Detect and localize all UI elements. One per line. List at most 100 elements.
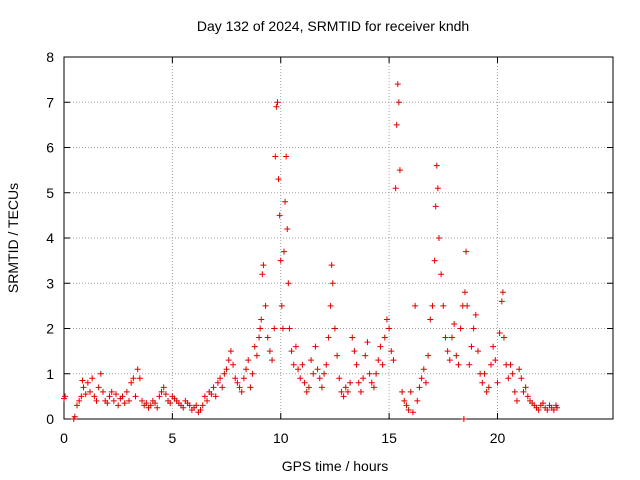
data-point xyxy=(399,388,406,395)
data-point xyxy=(550,406,557,413)
data-point xyxy=(260,262,267,269)
data-point xyxy=(295,366,302,373)
data-point xyxy=(186,402,193,409)
data-point xyxy=(422,379,429,386)
data-point xyxy=(314,366,321,373)
data-point xyxy=(247,384,254,391)
data-point xyxy=(554,404,561,411)
data-point xyxy=(370,384,377,391)
y-tick-label: 0 xyxy=(46,411,54,427)
data-point xyxy=(115,402,122,409)
data-point xyxy=(257,325,264,332)
data-point xyxy=(286,325,293,332)
data-point xyxy=(240,375,247,382)
data-point xyxy=(524,393,531,400)
data-point xyxy=(511,388,518,395)
data-point xyxy=(84,379,91,386)
data-point xyxy=(91,393,98,400)
data-point xyxy=(507,361,514,368)
data-point xyxy=(464,302,471,309)
data-point xyxy=(451,320,458,327)
data-point xyxy=(329,280,336,287)
data-point xyxy=(180,404,187,411)
data-point xyxy=(425,352,432,359)
data-point xyxy=(134,366,141,373)
data-point xyxy=(74,402,81,409)
data-point xyxy=(349,334,356,341)
data-point xyxy=(227,348,234,355)
data-point xyxy=(327,302,334,309)
data-point xyxy=(338,388,345,395)
data-point xyxy=(490,343,497,350)
data-point xyxy=(274,99,281,106)
data-point xyxy=(130,375,137,382)
data-point xyxy=(143,400,150,407)
data-point xyxy=(360,375,367,382)
data-point xyxy=(353,361,360,368)
plot-frame-group xyxy=(63,56,614,420)
data-point xyxy=(416,384,423,391)
data-point xyxy=(381,334,388,341)
data-point xyxy=(474,348,481,355)
data-point xyxy=(158,388,165,395)
data-point xyxy=(108,388,115,395)
data-point xyxy=(364,339,371,346)
data-point xyxy=(193,402,200,409)
data-point xyxy=(154,404,161,411)
data-point xyxy=(463,248,470,255)
data-point xyxy=(494,379,501,386)
data-point xyxy=(82,391,89,398)
data-point xyxy=(199,402,206,409)
data-point xyxy=(204,397,211,404)
data-point xyxy=(272,153,279,160)
data-point xyxy=(310,370,317,377)
data-point xyxy=(479,379,486,386)
data-point xyxy=(100,388,107,395)
x-tick-label: 5 xyxy=(168,430,176,446)
grid-layer xyxy=(64,57,613,419)
data-point xyxy=(440,302,447,309)
data-point xyxy=(499,289,506,296)
y-axis-label: SRMTID / TECUs xyxy=(5,183,21,293)
data-point xyxy=(481,370,488,377)
plot-frame xyxy=(63,56,614,420)
x-axis-label: GPS time / hours xyxy=(282,458,389,474)
data-point xyxy=(78,393,85,400)
data-point xyxy=(299,361,306,368)
data-point xyxy=(383,316,390,323)
data-point xyxy=(259,271,266,278)
data-point xyxy=(147,402,154,409)
x-tick-label: 20 xyxy=(490,430,506,446)
data-point xyxy=(273,103,280,110)
data-point xyxy=(405,406,412,413)
data-point xyxy=(121,400,128,407)
data-point xyxy=(444,348,451,355)
data-point xyxy=(80,384,87,391)
data-point xyxy=(344,388,351,395)
data-point xyxy=(418,375,425,382)
data-point xyxy=(277,257,284,264)
data-point xyxy=(276,212,283,219)
data-points-layer xyxy=(61,81,561,422)
data-point xyxy=(453,352,460,359)
data-point xyxy=(429,302,436,309)
data-point xyxy=(375,357,382,364)
data-point xyxy=(535,406,542,413)
data-point xyxy=(442,334,449,341)
data-point xyxy=(219,384,226,391)
data-point xyxy=(232,375,239,382)
data-point xyxy=(89,375,96,382)
data-point xyxy=(208,391,215,398)
data-point xyxy=(432,203,439,210)
data-point xyxy=(431,257,438,264)
data-point xyxy=(225,357,232,364)
data-point xyxy=(518,375,525,382)
data-point xyxy=(347,379,354,386)
data-point xyxy=(466,361,473,368)
data-point xyxy=(113,391,120,398)
data-point xyxy=(236,384,243,391)
data-point xyxy=(509,370,516,377)
data-point xyxy=(264,334,271,341)
data-point xyxy=(435,235,442,241)
data-point xyxy=(427,316,434,323)
